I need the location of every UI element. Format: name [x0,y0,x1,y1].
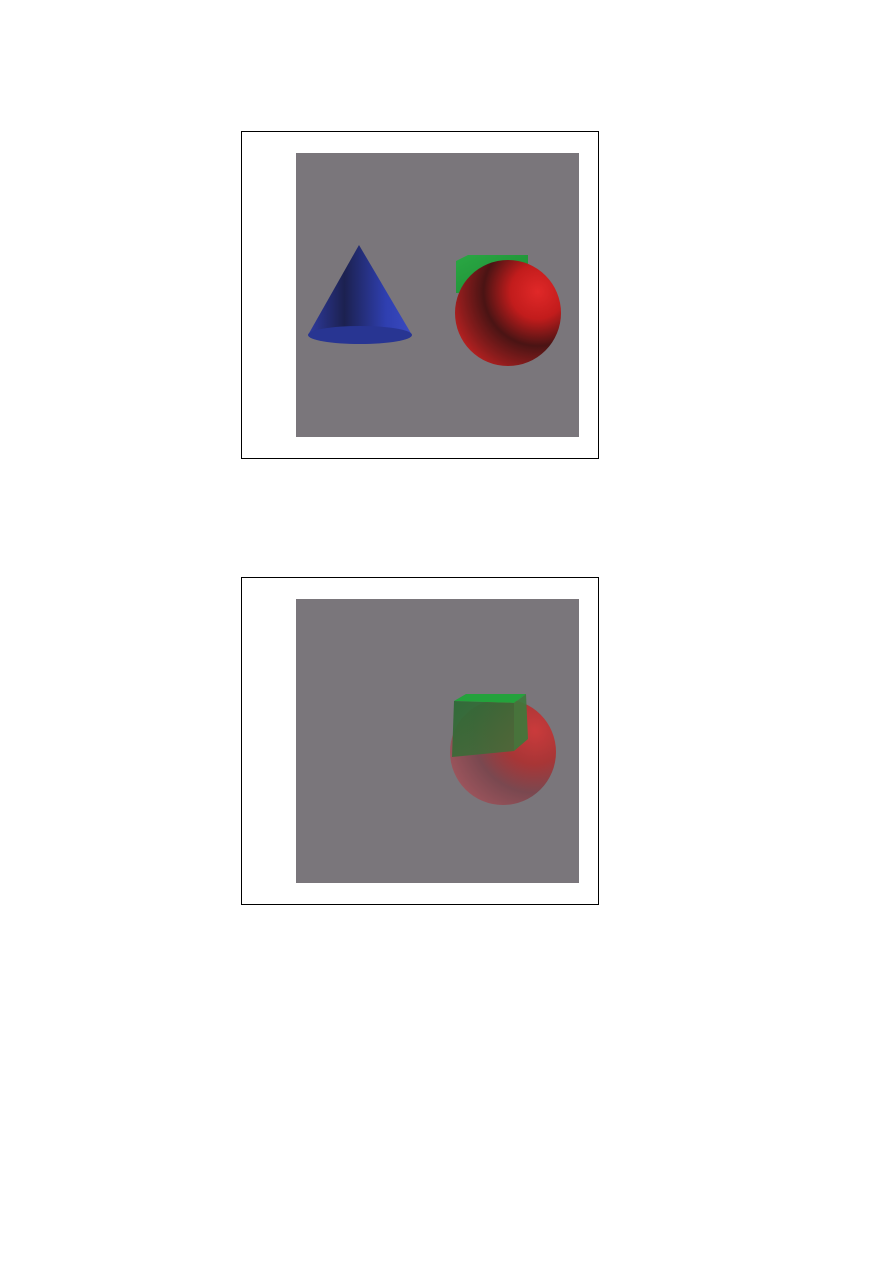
green-cube-top [454,694,526,703]
scene-top [308,245,561,366]
red-sphere [455,260,561,366]
blue-cone-base [308,326,412,344]
figure-frame-top [241,131,599,459]
blue-cone [308,245,412,343]
figure-frame-bottom [241,577,599,905]
render-viewport-bottom [296,599,579,883]
scene-bottom [450,694,556,805]
green-cube-side [514,694,528,751]
render-viewport-top [296,153,579,437]
green-cube-front [452,701,514,757]
